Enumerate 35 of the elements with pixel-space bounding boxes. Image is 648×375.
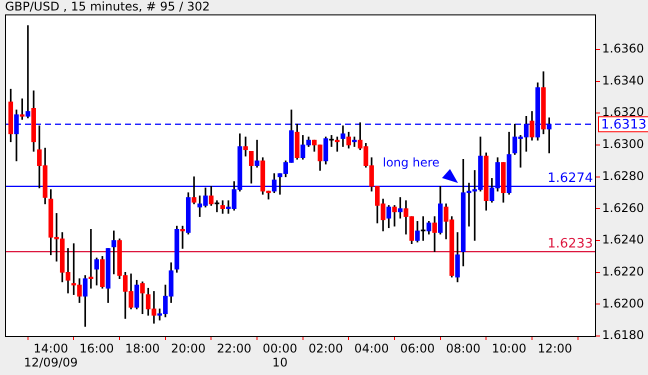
y-tick-label: 1.6360 [602,42,644,56]
candlestick [88,229,94,289]
x-tick-label: 20:00 [171,341,206,356]
x-tick-label: 18:00 [125,341,160,356]
candlestick [192,176,196,204]
y-tick-label: 1.6180 [602,328,644,342]
x-tick-label: 16:00 [79,341,114,356]
x-tick-label: 14:00 12/09/09 [24,341,78,370]
candlestick [180,226,185,249]
y-tick-label: 1.6340 [602,73,644,88]
x-tick-label: 04:00 [354,341,389,356]
ref-line-label: 1.6233 [548,236,593,252]
x-tick-label: 06:00 [400,341,435,356]
candlestick [214,200,220,212]
y-tick-label: 1.6240 [602,232,644,247]
chart-title: GBP/USD , 15 minutes, # 95 / 302 [5,0,210,14]
candlestick [392,205,397,226]
y-tick-label: 1.6300 [602,137,644,152]
y-tick-label: 1.6280 [602,168,644,183]
ref-line-label: 1.6274 [548,171,593,186]
y-tick-label: 1.6320 [602,105,644,120]
x-tick-label: 10:00 [492,341,526,356]
candlestick [340,126,346,147]
y-tick-label: 1.6200 [602,296,644,310]
candlestick [254,140,260,168]
x-tick-label: 08:00 [446,341,481,356]
x-tick-label: 02:00 [308,341,344,356]
annotation: long here [382,155,440,170]
x-tick-label: 22:00 [216,341,252,356]
x-tick-label: 12:00 [538,341,572,356]
y-tick-label: 1.6220 [602,264,644,278]
ref-line-label: 1.6313 [601,118,646,133]
x-tick-label: 00:00 10 [262,341,298,370]
y-tick-label: 1.6260 [602,200,644,215]
candlestick [329,135,334,147]
